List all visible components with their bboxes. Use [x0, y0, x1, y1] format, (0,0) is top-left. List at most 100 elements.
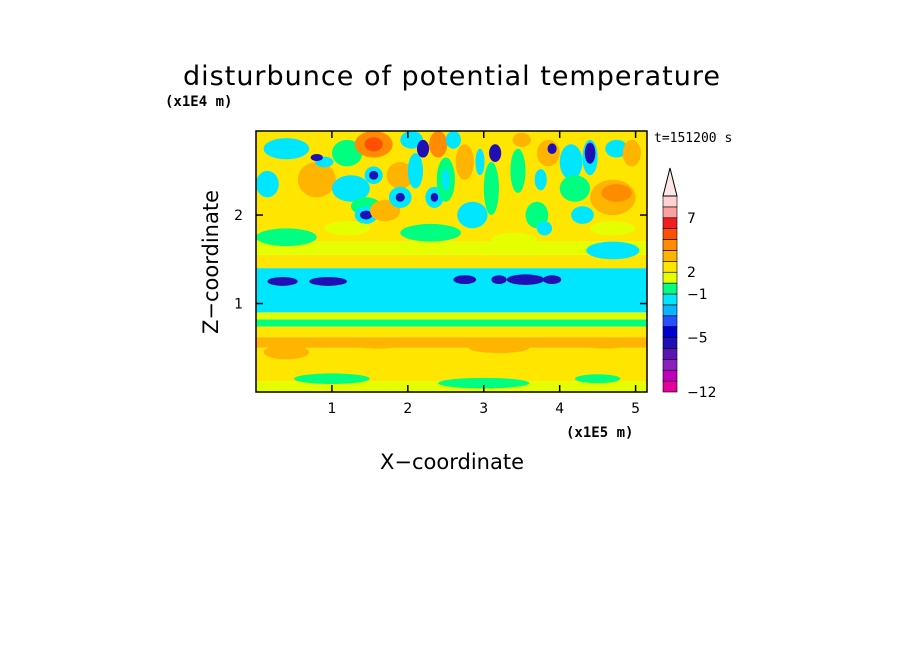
y-unit-label: (x1E4 m)	[165, 94, 232, 110]
colorbar-segment-6	[662, 315, 678, 327]
contour-cell-45	[559, 144, 583, 180]
colorbar-segment-7	[662, 304, 678, 317]
contour-band-8	[256, 241, 647, 255]
contour-cell-51	[601, 184, 632, 202]
colorbar-extend-arrow	[662, 167, 678, 197]
contour-cell-9	[331, 139, 363, 167]
x-axis-label: X−coordinate	[380, 450, 524, 474]
contour-cell-37	[489, 144, 502, 162]
colorbar-segment-10	[662, 271, 678, 284]
contour-cell-46	[559, 175, 591, 202]
contour-cell-17	[310, 154, 323, 162]
colorbar-segment-0	[662, 380, 678, 393]
colorbar-segment-1	[662, 369, 678, 382]
contour-cell-34	[457, 201, 488, 229]
contour-cell-43	[536, 139, 560, 167]
contour-band-4	[256, 319, 647, 327]
contour-cell-33	[455, 144, 474, 180]
contour-cell-47	[571, 206, 594, 224]
contour-cell-44	[547, 143, 557, 155]
colorbar-segment-2	[662, 359, 678, 371]
colorbar-segment-11	[662, 261, 678, 273]
colorbar-segment-4	[662, 337, 678, 349]
chart-title: disturbunce of potential temperature	[183, 61, 721, 92]
colorbar-label-2: −1	[687, 287, 708, 303]
contour-band-5	[256, 312, 647, 320]
y-axis-label: Z−coordinate	[199, 190, 223, 334]
contour-cell-23	[395, 192, 405, 202]
contour-cell-66	[574, 374, 621, 384]
plot-area	[256, 131, 647, 392]
colorbar-segment-14	[662, 228, 678, 240]
colorbar-segment-12	[662, 250, 678, 262]
contour-cell-19	[360, 210, 373, 220]
contour-band-6	[256, 268, 647, 313]
axis-ticks: 1 2 3 4 5 1 2	[234, 131, 647, 417]
contour-cell-63	[582, 338, 629, 349]
contour-cell-54	[590, 221, 636, 236]
contour-cell-65	[438, 377, 530, 389]
contour-cell-7	[263, 138, 310, 160]
contour-cell-25	[407, 153, 424, 189]
contour-cell-58	[400, 223, 461, 242]
contour-cell-62	[468, 342, 530, 354]
x-tick-label-3: 3	[479, 401, 488, 417]
contour-cell-26	[416, 139, 430, 158]
contour-cell-20	[369, 200, 401, 222]
contour-cell-52	[605, 139, 629, 158]
contour-cell-0	[267, 276, 298, 286]
x-tick-label-1: 1	[327, 401, 336, 417]
contour-cell-8	[297, 161, 336, 198]
contour-band-3	[256, 326, 647, 338]
colorbar-label-4: 7	[687, 211, 696, 227]
time-label: t=151200 s	[654, 131, 732, 146]
contour-cell-55	[622, 139, 641, 167]
contour-cell-24	[400, 131, 424, 149]
contour-cell-39	[512, 132, 531, 147]
contour-cell-6	[256, 170, 279, 198]
contour-cell-32	[445, 131, 461, 149]
colorbar-segment-13	[662, 239, 678, 251]
contour-cell-5	[542, 275, 562, 285]
contour-cell-35	[475, 148, 485, 176]
contour-cell-36	[483, 161, 499, 216]
contour-cell-15	[369, 170, 379, 180]
colorbar-segment-9	[662, 282, 678, 295]
colorbar-segment-17	[662, 195, 678, 208]
x-unit-label: (x1E5 m)	[566, 425, 633, 441]
contour-cell-56	[256, 228, 317, 247]
contour-cell-57	[324, 221, 370, 236]
contour-cell-60	[263, 345, 310, 360]
colorbar: −12−5−127	[662, 167, 717, 401]
colorbar-label-3: 2	[687, 265, 696, 281]
x-tick-label-2: 2	[403, 401, 412, 417]
plot-frame	[255, 130, 648, 393]
contour-band-2	[256, 337, 647, 348]
contour-cell-1	[309, 276, 348, 286]
contour-cell-13	[364, 137, 383, 152]
contour-cell-53	[586, 241, 640, 260]
colorbar-segment-15	[662, 217, 678, 229]
x-tick-label-4: 4	[555, 401, 564, 417]
colorbar-segment-8	[662, 293, 678, 306]
contour-cell-21	[386, 161, 414, 189]
contour-cell-49	[584, 142, 596, 164]
x-tick-label-5: 5	[631, 401, 640, 417]
contour-cell-2	[453, 275, 477, 285]
y-tick-label-1: 1	[234, 297, 243, 313]
contour-cell-3	[491, 275, 507, 285]
contour-band-7	[256, 254, 647, 269]
colorbar-label-1: −5	[687, 331, 708, 347]
contour-cell-4	[506, 274, 545, 285]
contour-cell-29	[430, 192, 439, 202]
contour-cell-27	[429, 131, 448, 158]
y-tick-label-2: 2	[234, 208, 243, 224]
contour-cell-38	[510, 148, 526, 193]
contour-cell-64	[293, 373, 370, 385]
contour-cell-31	[442, 169, 450, 191]
contour-cell-59	[491, 232, 537, 247]
contour-cell-10	[331, 175, 370, 202]
colorbar-segment-3	[662, 348, 678, 360]
colorbar-label-0: −12	[687, 385, 717, 401]
